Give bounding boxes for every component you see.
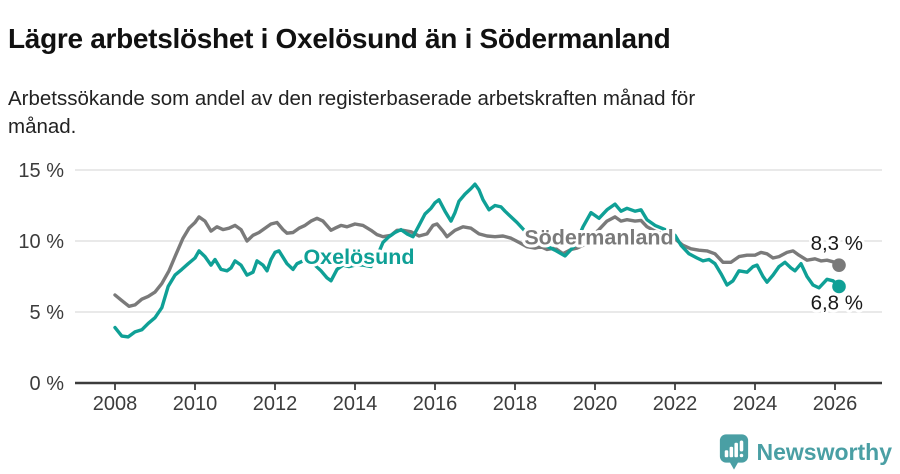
y-axis-tick-label: 0 %	[30, 373, 65, 395]
x-axis-tick-label: 2024	[733, 393, 778, 415]
series-end-value-oxelösund: 6,8 %	[811, 291, 863, 314]
x-axis-tick-label: 2022	[653, 393, 698, 415]
y-axis-tick-label: 10 %	[18, 231, 64, 253]
x-axis-tick-label: 2010	[173, 393, 218, 415]
series-line-södermanland	[113, 215, 841, 308]
x-axis-tick-label: 2012	[253, 393, 298, 415]
series-label-södermanland: Södermanland	[524, 226, 673, 250]
series-end-value-södermanland: 8,3 %	[811, 232, 863, 255]
x-axis-tick-label: 2014	[333, 393, 378, 415]
newsworthy-logo-text: Newsworthy	[756, 438, 892, 465]
x-axis-tick-label: 2026	[813, 393, 858, 415]
y-axis-tick-label: 15 %	[18, 160, 64, 182]
newsworthy-logo[interactable]: Newsworthy	[719, 433, 892, 471]
y-axis-tick-label: 5 %	[30, 302, 65, 324]
series-end-dot-oxelösund	[832, 279, 846, 294]
series-label-oxelösund: Oxelösund	[303, 245, 414, 269]
x-axis-tick-label: 2020	[573, 393, 618, 415]
series-end-dot-södermanland	[832, 258, 846, 272]
x-axis-tick-label: 2016	[413, 393, 458, 415]
x-axis-tick-label: 2008	[93, 393, 138, 415]
page-title: Lägre arbetslöshet i Oxelösund än i Söde…	[8, 22, 671, 54]
page-subtitle: Arbetssökande som andel av den registerb…	[8, 85, 768, 141]
newsworthy-icon	[719, 434, 748, 470]
series-line-oxelösund	[113, 182, 841, 339]
x-axis-tick-label: 2018	[493, 393, 538, 415]
subtitle-line-1: Arbetssökande som andel av den registerb…	[8, 86, 696, 110]
subtitle-line-2: månad.	[8, 114, 77, 138]
